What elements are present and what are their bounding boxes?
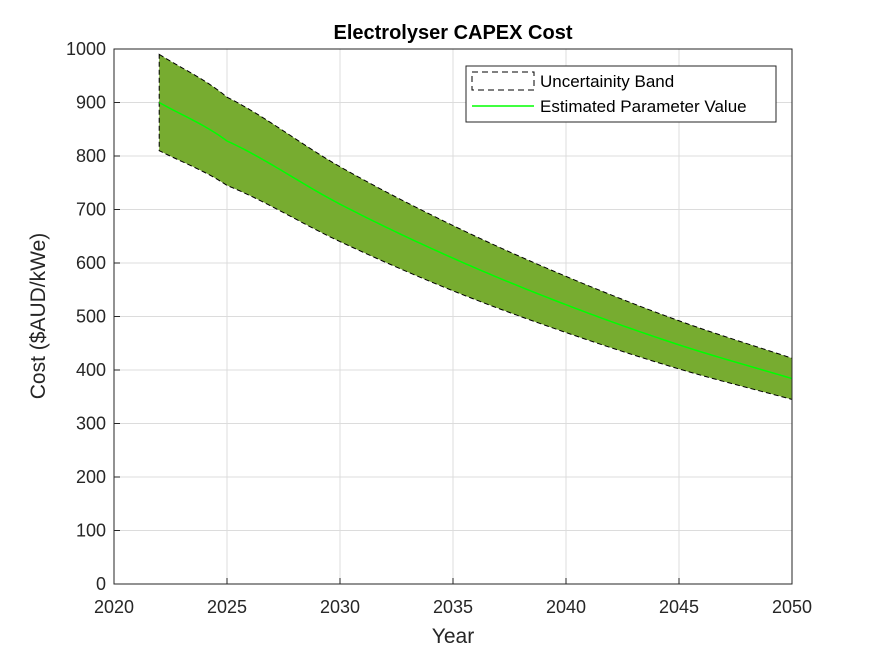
y-tick-label: 900 [76, 93, 106, 113]
legend-band-swatch [471, 71, 535, 91]
estimated-value-line [158, 101, 793, 380]
legend-band-label: Uncertainity Band [540, 72, 674, 91]
x-tick-labels: 2020 2025 2030 2035 2040 2045 2050 [94, 578, 812, 617]
legend-line-label: Estimated Parameter Value [540, 97, 747, 116]
x-tick-label: 2035 [433, 597, 473, 617]
x-tick-label: 2025 [207, 597, 247, 617]
legend: Uncertainity Band Estimated Parameter Va… [465, 65, 777, 123]
y-tick-label: 0 [96, 574, 106, 594]
y-tick-label: 1000 [66, 39, 106, 59]
y-tick-label: 700 [76, 200, 106, 220]
x-tick-label: 2045 [659, 597, 699, 617]
x-tick-label: 2030 [320, 597, 360, 617]
y-axis-label: Cost ($AUD/kWe) [27, 233, 50, 399]
y-tick-label: 400 [76, 360, 106, 380]
y-tick-label: 100 [76, 521, 106, 541]
y-tick-label: 300 [76, 414, 106, 434]
y-tick-label: 500 [76, 307, 106, 327]
x-tick-label: 2040 [546, 597, 586, 617]
x-tick-label: 2050 [772, 597, 812, 617]
y-tick-label: 800 [76, 146, 106, 166]
x-tick-label: 2020 [94, 597, 134, 617]
x-axis-label: Year [432, 625, 474, 648]
chart-title: Electrolyser CAPEX Cost [334, 22, 573, 44]
y-tick-labels: 0 100 200 300 400 500 600 700 800 900 1000 [66, 39, 120, 594]
y-tick-label: 200 [76, 467, 106, 487]
y-tick-label: 600 [76, 253, 106, 273]
